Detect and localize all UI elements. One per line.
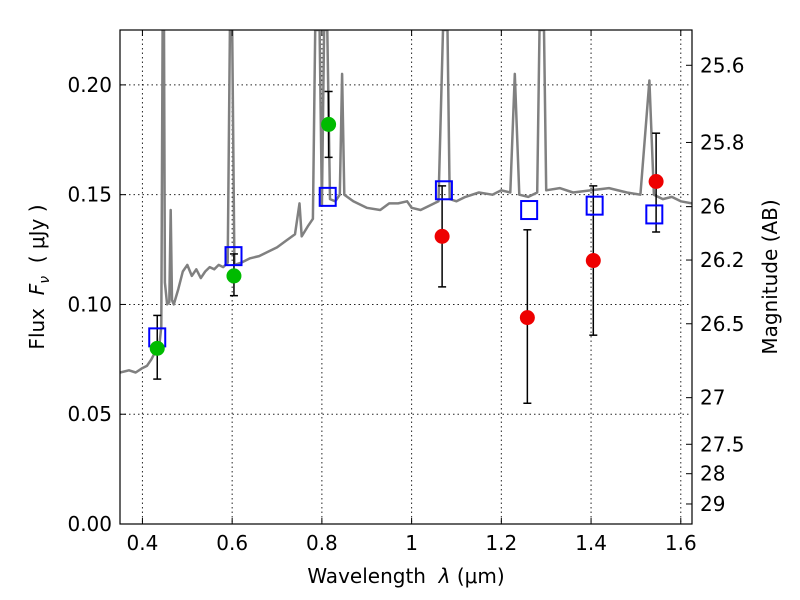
spectrum-line <box>120 30 692 374</box>
x-tick-label: 1.6 <box>665 531 697 555</box>
square-marker <box>434 180 453 201</box>
x-tick-label: 0.4 <box>127 531 159 555</box>
plot-frame <box>119 29 693 525</box>
y-tick-label: 0.15 <box>67 183 112 207</box>
x-tick-label: 1.2 <box>485 531 517 555</box>
y-tick-label: 0.05 <box>67 402 112 426</box>
x-tick-label: 0.6 <box>216 531 248 555</box>
y-tick-label: 0.20 <box>67 73 112 97</box>
y2-axis-label: Magnitude (AB) <box>758 199 782 354</box>
circle-marker <box>149 340 165 356</box>
y2-tick-label: 26 <box>700 195 725 219</box>
grid <box>120 30 692 524</box>
circle-marker <box>519 310 535 326</box>
y-tick-label: 0.10 <box>67 292 112 316</box>
y2-tick-label: 27.5 <box>700 432 745 456</box>
square-marker <box>585 195 604 216</box>
circle-marker <box>585 253 601 269</box>
x-tick-label: 1 <box>405 531 418 555</box>
model-spectrum <box>120 30 692 374</box>
circle-marker <box>434 228 450 244</box>
y2-tick-label: 26.2 <box>700 248 745 272</box>
square-marker <box>224 246 243 267</box>
circle-marker <box>226 268 242 284</box>
y2-tick-label: 25.8 <box>700 130 745 154</box>
y-axis-ticks: 0.00 0.05 0.10 0.15 0.20 <box>67 73 126 536</box>
y2-tick-label: 26.5 <box>700 312 745 336</box>
x-tick-label: 0.8 <box>306 531 338 555</box>
x-axis-label: Wavelength λ (μm) <box>307 564 504 588</box>
y2-axis-ticks: 25.6 25.8 26 26.2 26.5 27 27.5 28 29 <box>686 53 745 516</box>
x-tick-label: 1.4 <box>575 531 607 555</box>
y2-tick-label: 28 <box>700 462 725 486</box>
y-axis-label: Flux Fν ( μJy ) <box>25 204 53 349</box>
circle-marker <box>321 116 337 132</box>
y2-tick-label: 27 <box>700 386 725 410</box>
x-axis-ticks: 0.4 0.6 0.8 1 1.2 1.4 1.6 <box>127 30 697 555</box>
circle-marker <box>648 173 664 189</box>
square-marker <box>318 186 337 207</box>
square-marker <box>520 200 539 221</box>
y-tick-label: 0.00 <box>67 512 112 536</box>
y2-tick-label: 29 <box>700 492 725 516</box>
square-marker <box>645 204 664 225</box>
data-markers <box>148 116 664 356</box>
y2-tick-label: 25.6 <box>700 53 745 77</box>
